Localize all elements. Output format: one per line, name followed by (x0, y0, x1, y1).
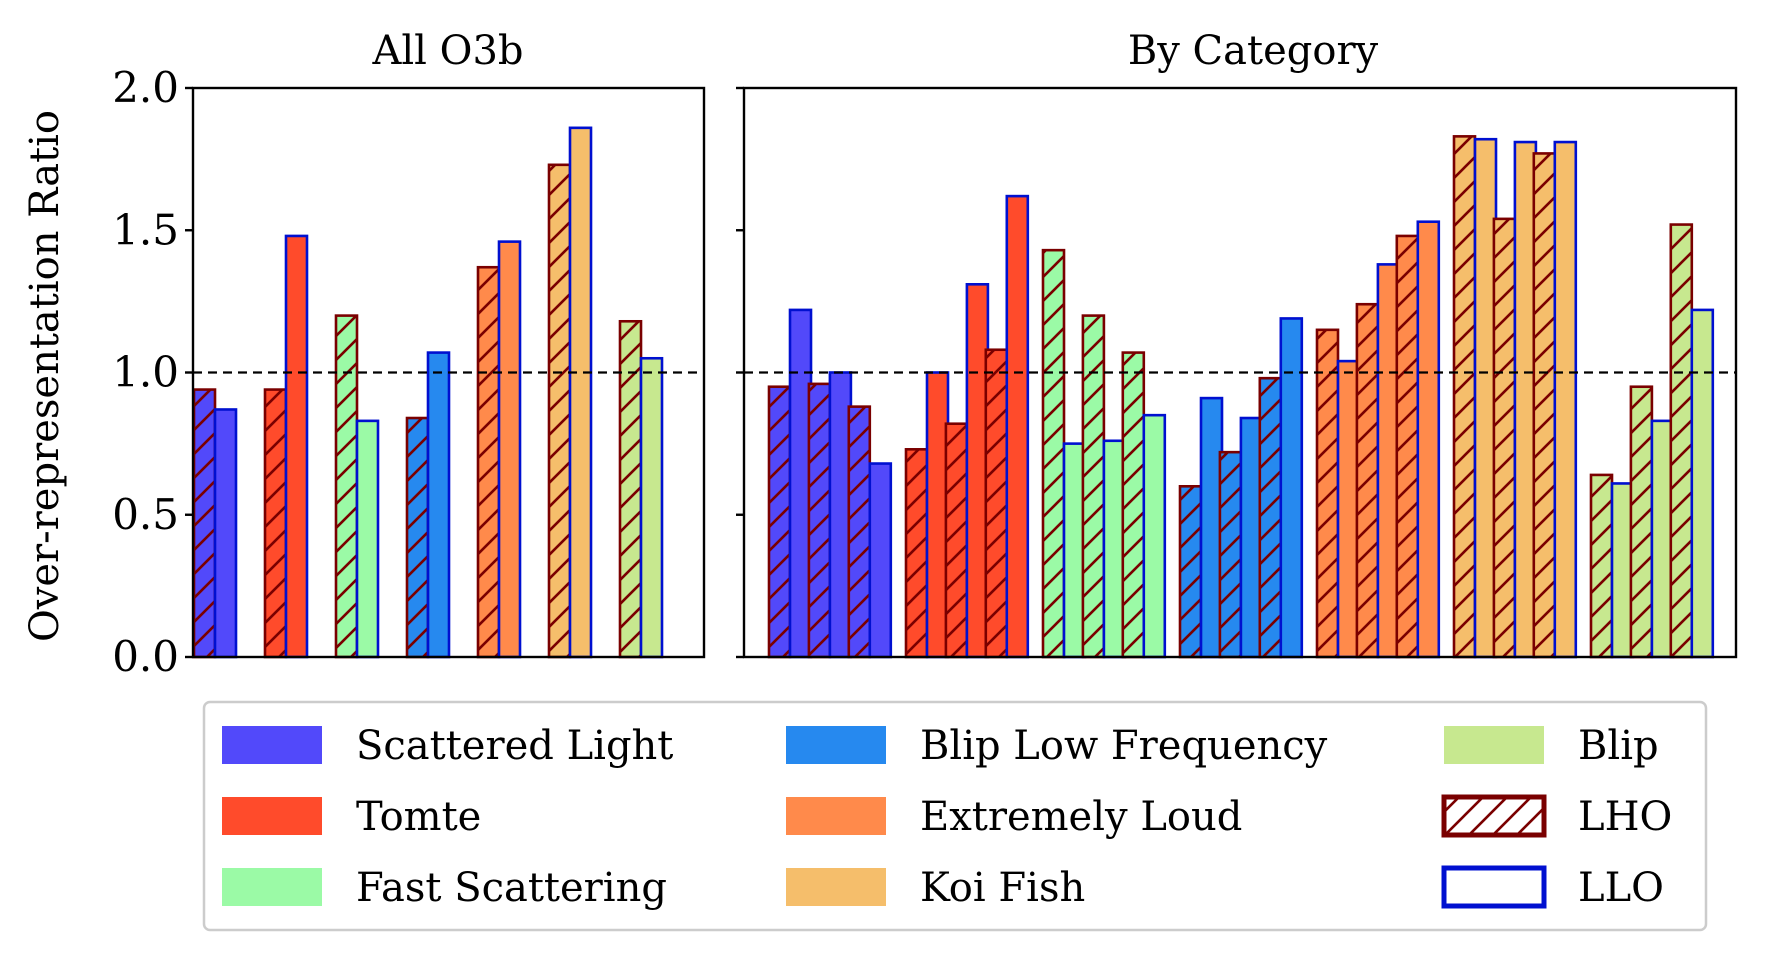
panel-all-o3b: All O3b (191, 28, 706, 659)
plot-frame-by-category (742, 86, 1738, 659)
panel-title-all-o3b: All O3b (371, 28, 523, 74)
legend-item-scattered-light-label: Scattered Light (356, 723, 673, 769)
bar-koi-fish-llo-1 (1475, 139, 1496, 657)
bar-tomte-lho-3-hatch (985, 349, 1007, 657)
bar-tomte-llo-1 (927, 372, 948, 657)
panel-title-by-category: By Category (1128, 28, 1379, 74)
legend-item-lho-swatch (1441, 794, 1547, 838)
bar-extremely-loud-lho-3-hatch (1396, 235, 1418, 657)
bar-blip-low-frequency-llo-1 (1201, 398, 1222, 657)
legend-item-tomte-label: Tomte (356, 794, 481, 840)
bar-blip-llo-1 (1612, 483, 1633, 657)
bar-fast-scattering-lho-1-hatch (1043, 250, 1064, 658)
bar-blip-lho-1-hatch (1591, 474, 1612, 657)
bar-koi-fish-llo-2 (1514, 142, 1536, 657)
bar-blip-lho-2-hatch (1630, 386, 1652, 657)
legend-frame (202, 700, 1708, 932)
bar-blip-low-frequency-llo-3 (1280, 318, 1302, 657)
y-tick-label: 0.0 (112, 632, 179, 681)
bars-all-o3b (192, 126, 704, 659)
bar-blip-low-frequency-llo-2 (1240, 418, 1262, 657)
bar-fast-scattering-lho-3-hatch (1122, 352, 1144, 657)
bar-scattered-light-lho-1-hatch (769, 386, 790, 657)
bar-blip-low-frequency-lho-2-hatch (1219, 452, 1241, 657)
bar-extremely-loud-lho-hatch (478, 267, 499, 657)
legend-item-extremely-loud-label: Extremely Loud (920, 794, 1242, 840)
legend-item-fast-scattering-swatch (222, 868, 322, 906)
legend-item-lho-swatch-hatch (1444, 797, 1544, 835)
bar-blip-low-frequency-lho-1-hatch (1180, 486, 1201, 657)
bar-fast-scattering-lho-2-hatch (1082, 315, 1104, 657)
bar-tomte-llo (286, 235, 307, 657)
y-tick-label: 2.0 (112, 63, 179, 112)
bar-extremely-loud-llo (499, 241, 520, 657)
bars-by-category (744, 135, 1736, 659)
bar-koi-fish-llo-3 (1554, 142, 1576, 657)
legend-item-blip-label: Blip (1578, 723, 1659, 769)
bar-extremely-loud-llo-3 (1417, 221, 1439, 657)
legend-item-llo-label: LLO (1578, 865, 1664, 911)
bar-koi-fish-lho-hatch (549, 164, 570, 657)
bar-fast-scattering-lho-hatch (336, 315, 357, 657)
bar-blip-llo (641, 358, 662, 657)
bar-blip-llo-3 (1691, 309, 1713, 657)
bar-extremely-loud-llo-1 (1338, 361, 1359, 657)
bar-tomte-lho-2-hatch (945, 423, 967, 657)
legend-item-koi-fish-label: Koi Fish (920, 865, 1085, 911)
bar-tomte-llo-3 (1006, 196, 1028, 658)
legend-item-extremely-loud-swatch (786, 797, 886, 835)
bar-tomte-lho-1-hatch (906, 449, 927, 657)
y-tick-label: 0.5 (112, 490, 179, 539)
bar-extremely-loud-lho-2-hatch (1356, 304, 1378, 657)
bar-tomte-lho-hatch (265, 389, 286, 657)
legend-item-blip-swatch (1444, 726, 1544, 764)
bar-scattered-light-lho-hatch (194, 389, 215, 657)
bar-koi-fish-llo (570, 127, 591, 657)
bar-fast-scattering-llo-1 (1064, 443, 1085, 657)
legend-item-blip-low-frequency-label: Blip Low Frequency (920, 723, 1328, 769)
bar-scattered-light-llo-3 (869, 463, 891, 657)
y-tick-label: 1.5 (112, 205, 179, 254)
bar-blip-low-frequency-llo (428, 352, 449, 657)
bar-fast-scattering-llo-2 (1103, 440, 1125, 657)
bar-fast-scattering-llo-3 (1143, 415, 1165, 657)
bar-scattered-light-llo-1 (790, 309, 811, 657)
bar-koi-fish-lho-3-hatch (1533, 153, 1555, 657)
bar-koi-fish-lho-2-hatch (1493, 218, 1515, 657)
y-tick-label: 1.0 (112, 348, 179, 397)
bar-blip-lho-3-hatch (1670, 224, 1692, 657)
bar-scattered-light-lho-2-hatch (808, 383, 830, 657)
legend-item-scattered-light-swatch (222, 726, 322, 764)
plot-frame-all-o3b (191, 86, 706, 659)
legend-item-fast-scattering-label: Fast Scattering (356, 865, 667, 911)
legend-item-blip-low-frequency-swatch (786, 726, 886, 764)
legend-item-llo-swatch (1441, 865, 1547, 909)
bar-fast-scattering-llo (357, 420, 378, 657)
bar-extremely-loud-llo-2 (1377, 264, 1399, 657)
bar-blip-lho-hatch (620, 321, 641, 657)
bar-blip-low-frequency-lho-3-hatch (1259, 378, 1281, 657)
bar-blip-llo-2 (1651, 420, 1673, 657)
legend: Scattered Light Tomte Fast Scattering Blip … (202, 700, 1708, 932)
bar-blip-low-frequency-lho-hatch (407, 418, 428, 657)
bar-koi-fish-lho-1-hatch (1454, 136, 1475, 658)
legend-item-lho-label: LHO (1578, 794, 1672, 840)
panel-by-category: By Category (742, 28, 1738, 659)
bar-extremely-loud-lho-1-hatch (1317, 329, 1338, 657)
bar-scattered-light-llo-2 (829, 372, 851, 657)
legend-item-koi-fish-swatch (786, 868, 886, 906)
bar-scattered-light-llo (215, 409, 236, 657)
bar-tomte-llo-2 (966, 284, 988, 657)
y-axis-label: Over-representation Ratio (22, 110, 68, 642)
legend-item-tomte-swatch (222, 797, 322, 835)
y-tick-layer: 0.0 0.5 1.0 1.5 2.0 (112, 63, 744, 681)
bar-scattered-light-lho-3-hatch (848, 406, 870, 657)
